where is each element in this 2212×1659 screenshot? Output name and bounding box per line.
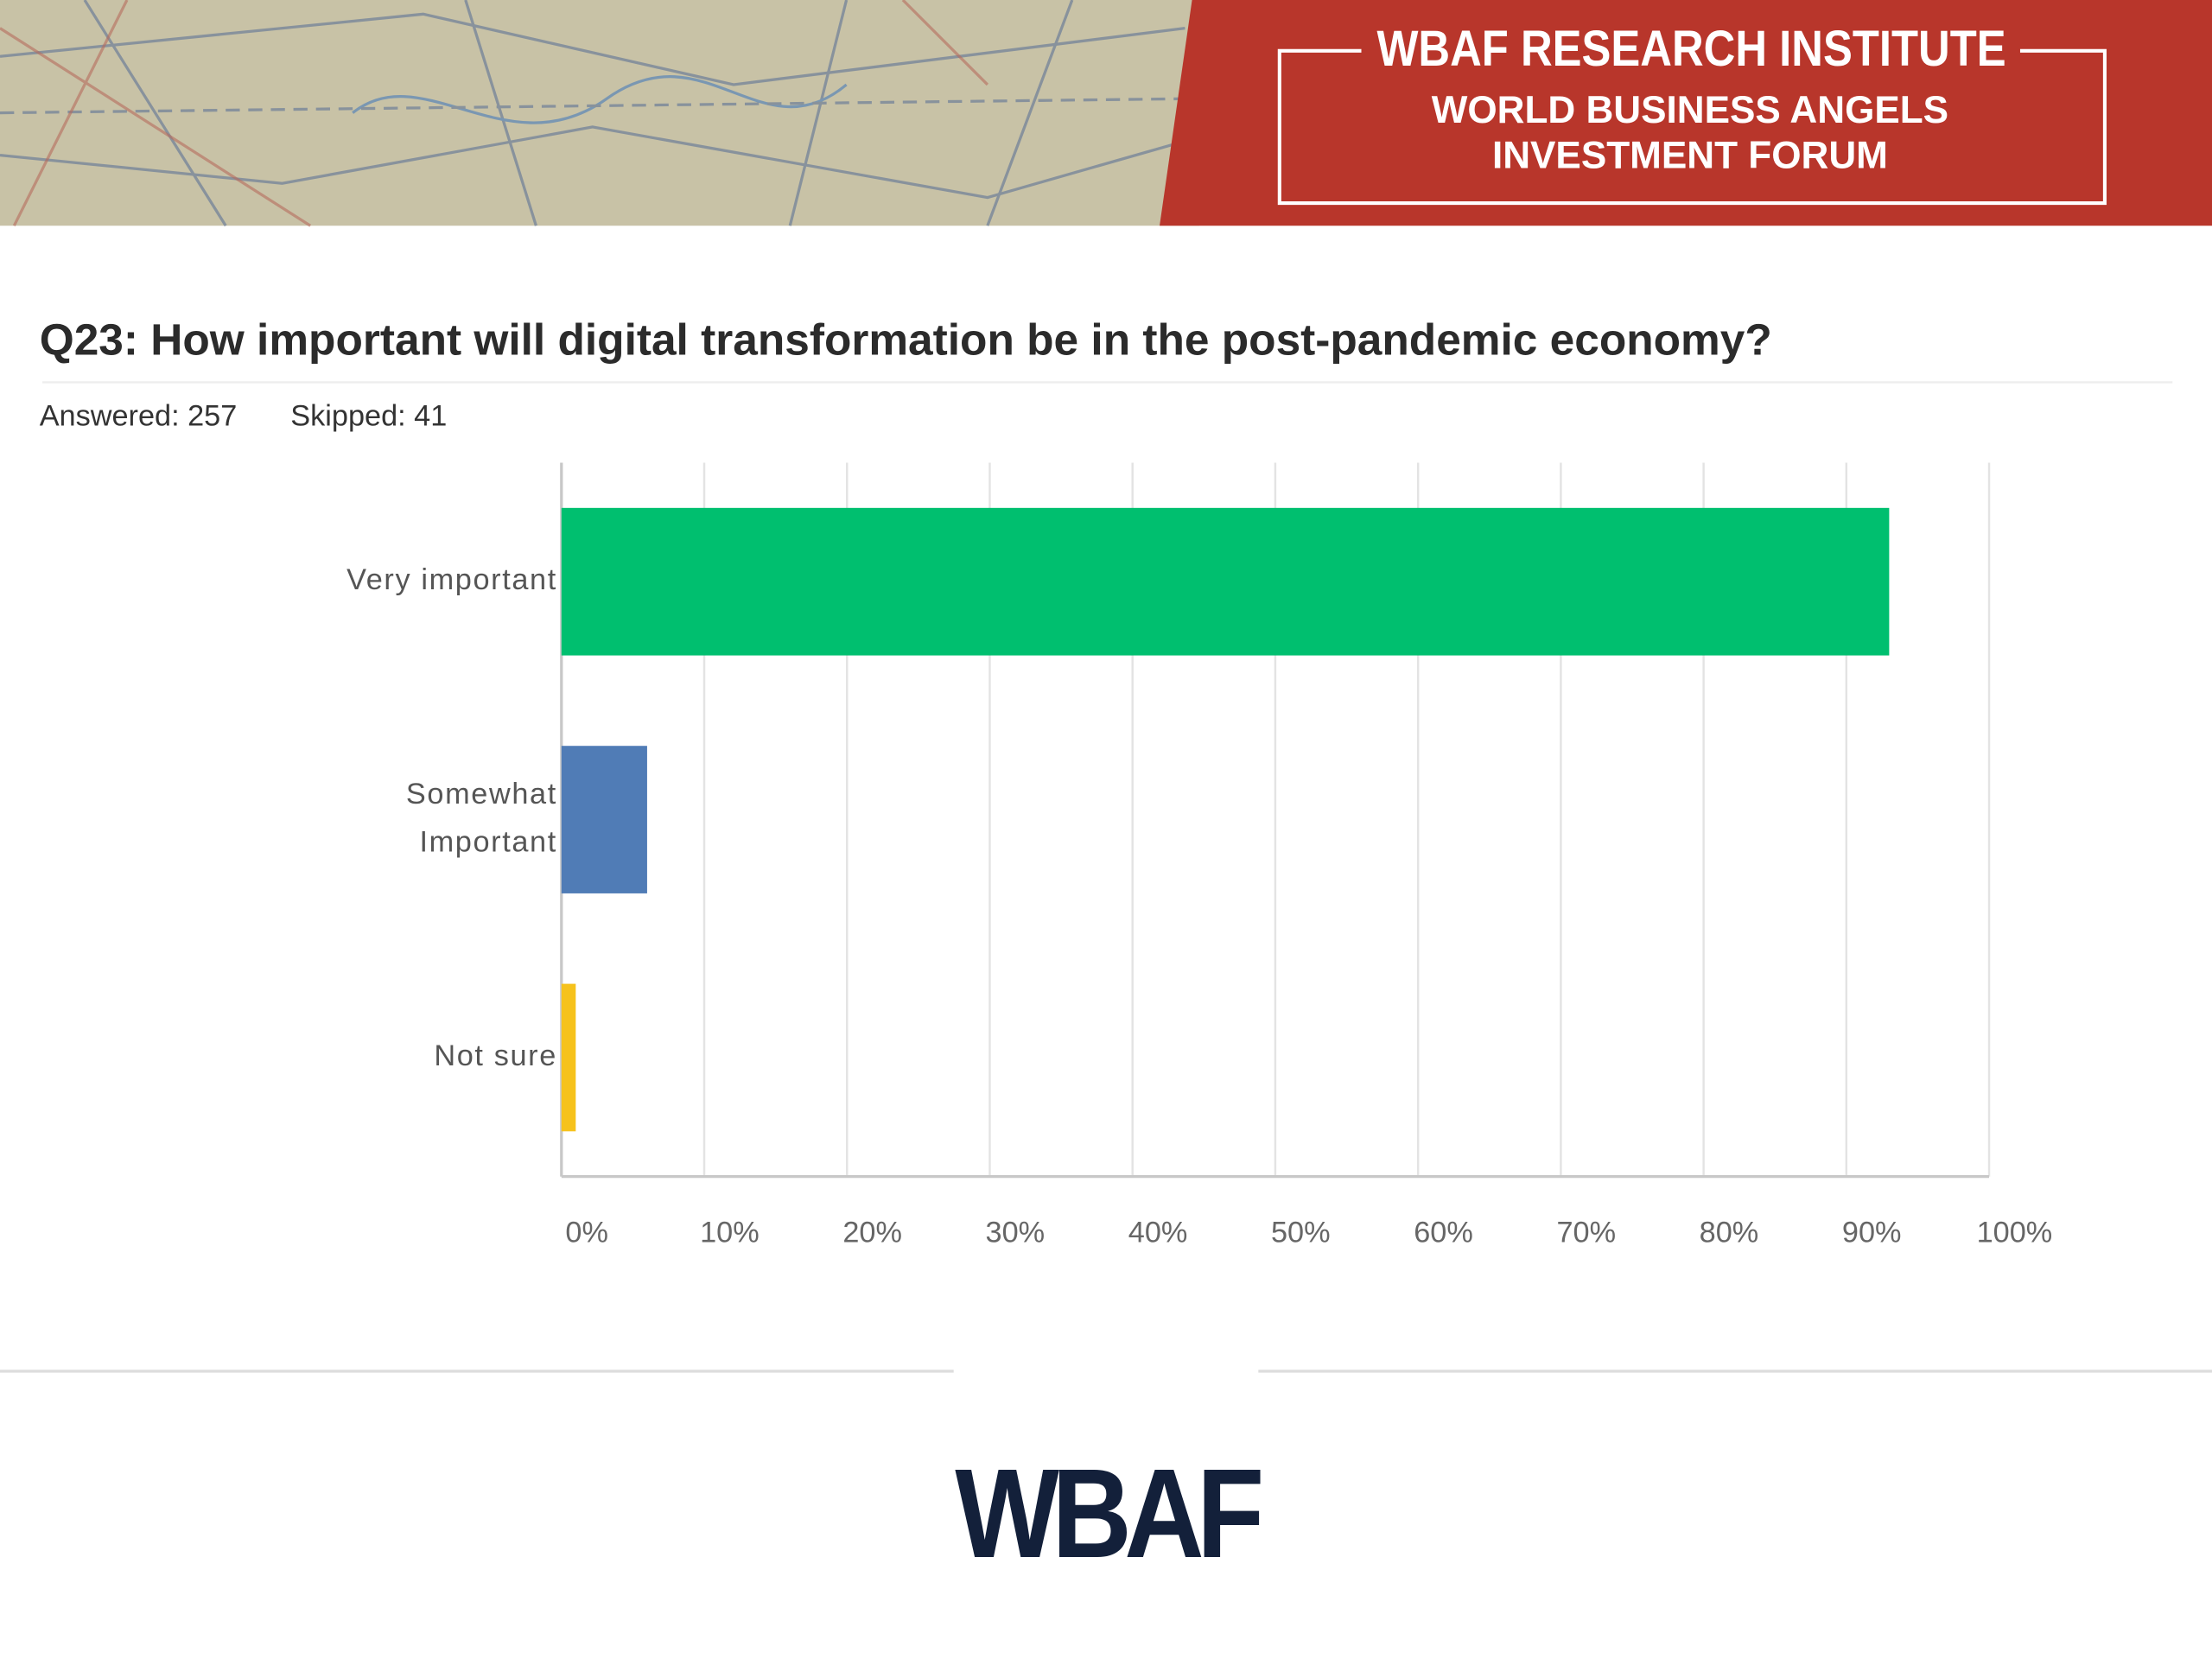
x-tick-label: 10% [700,1217,760,1249]
bar [561,507,1890,656]
x-tick-label: 0% [565,1217,608,1249]
y-tick-label: Very important [346,563,557,596]
x-tick-label: 50% [1271,1217,1331,1249]
x-tick-label: 70% [1556,1217,1616,1249]
y-tick-label: Somewhat Important [406,778,557,859]
x-tick-label: 80% [1700,1217,1759,1249]
banner-subtitle: INVESTMENT FORUM [1492,134,1888,176]
y-tick-label: Not sure [434,1039,557,1072]
bar [561,746,647,893]
x-tick-label: 100% [1977,1217,2053,1249]
x-tick-label: 90% [1842,1217,1902,1249]
header-banner: WBAF RESEARCH INSTITUTE WORLD BUSINESS A… [0,0,2212,227]
x-tick-label: 20% [842,1217,902,1249]
map-roads [0,0,989,227]
x-tick-label: 30% [986,1217,1046,1249]
footer-logo: WBAF [955,1443,1261,1585]
bar [561,983,576,1132]
map-background [0,0,1199,226]
question-title: Q23: How important will digital transfor… [40,314,1772,364]
banner-frame [1277,48,2107,206]
x-tick-label: 60% [1414,1217,1473,1249]
red-banner [1160,0,2212,226]
banner-title: WBAF RESEARCH INSTITUTE [1376,21,2005,77]
skipped-count: Skipped: 41 [290,399,447,432]
chart: 0% 10% 20% 30% 40% 50% 60% 70% 80% 90% 100% Very im… [346,462,2053,1249]
x-tick-label: 40% [1128,1217,1188,1249]
answered-count: Answered: 257 [40,399,238,432]
banner-subtitle: WORLD BUSINESS ANGELS [1432,89,1948,131]
